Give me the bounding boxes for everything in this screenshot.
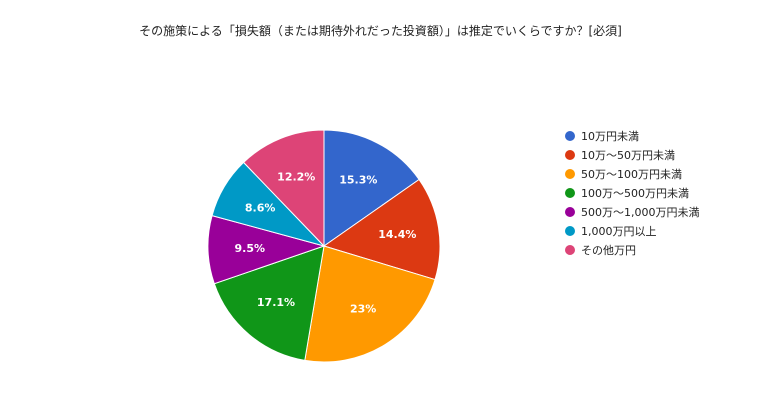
legend-item-3: 50万〜100万円未満 xyxy=(565,164,700,183)
legend-swatch-2 xyxy=(565,149,575,160)
slice-label-6: 8.6% xyxy=(245,202,276,215)
pie-slice-7 xyxy=(242,129,325,248)
legend-label-1: 10万円未満 xyxy=(581,129,639,143)
legend-label-6: 1,000万円以上 xyxy=(581,224,657,238)
legend-swatch-5 xyxy=(565,206,575,217)
legend-item-7: その他万円 xyxy=(565,240,700,259)
legend-item-1: 10万円未満 xyxy=(565,126,700,145)
chart-title: その施策による「損失額（または期待外れだった投資額）」は推定でいくらですか？[必… xyxy=(139,24,622,38)
slice-label-7: 12.2% xyxy=(277,171,315,184)
legend-label-2: 10万〜50万円未満 xyxy=(581,148,675,162)
legend-swatch-4 xyxy=(565,187,575,198)
slice-label-1: 15.3% xyxy=(339,174,377,187)
legend-item-5: 500万〜1,000万円未満 xyxy=(565,202,700,221)
chart-legend: 10万円未満 10万〜50万円未満 50万〜100万円未満 100万〜500万円未満 5… xyxy=(565,126,700,259)
slice-label-5: 9.5% xyxy=(235,242,266,255)
slice-label-3: 23% xyxy=(350,303,376,316)
slice-label-2: 14.4% xyxy=(378,228,416,241)
legend-label-4: 100万〜500万円未満 xyxy=(581,186,689,200)
legend-item-6: 1,000万円以上 xyxy=(565,221,700,240)
legend-swatch-7 xyxy=(565,244,575,255)
legend-swatch-1 xyxy=(565,130,575,141)
legend-label-3: 50万〜100万円未満 xyxy=(581,167,682,181)
pie-slice-1 xyxy=(323,129,420,247)
legend-item-4: 100万〜500万円未満 xyxy=(565,183,700,202)
legend-swatch-6 xyxy=(565,225,575,236)
legend-swatch-3 xyxy=(565,168,575,179)
legend-label-7: その他万円 xyxy=(581,243,636,257)
legend-label-5: 500万〜1,000万円未満 xyxy=(581,205,700,219)
slice-label-4: 17.1% xyxy=(257,296,295,309)
pie-slice-3 xyxy=(304,245,436,363)
legend-item-2: 10万〜50万円未満 xyxy=(565,145,700,164)
